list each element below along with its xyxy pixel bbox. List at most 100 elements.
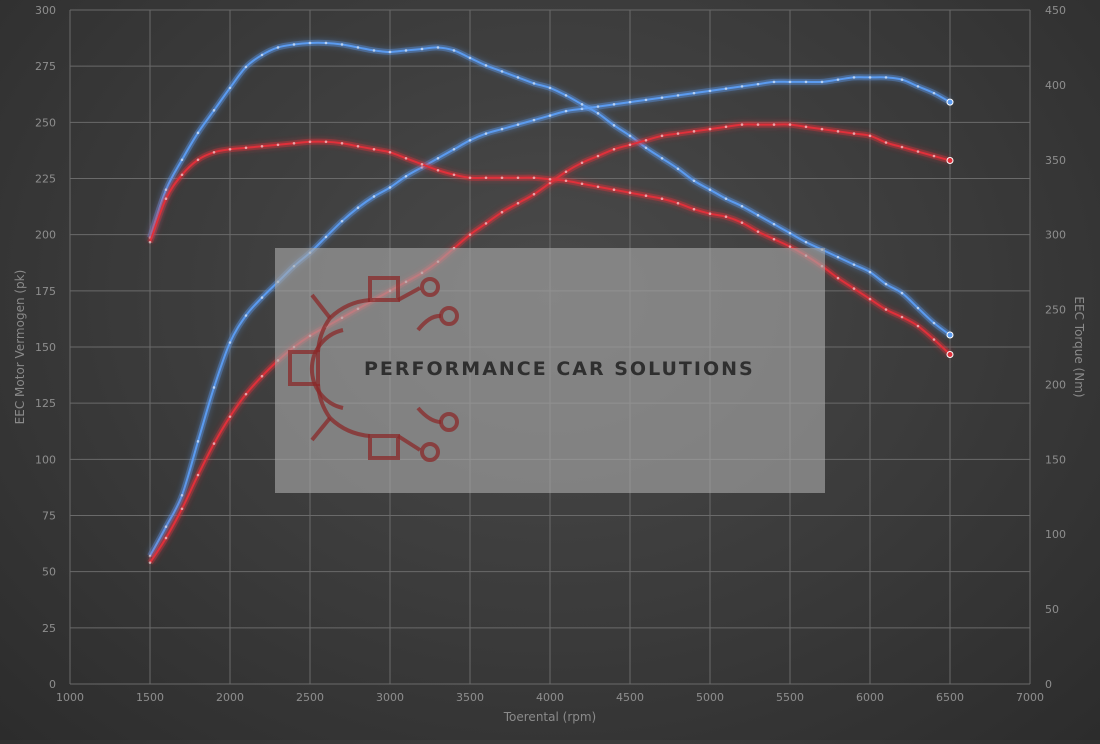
data-point xyxy=(468,56,472,60)
data-point xyxy=(628,100,632,104)
data-point xyxy=(772,222,776,226)
data-point xyxy=(180,493,184,497)
axis-ticks: 1000 1500 2000 2500 3000 3500 4000 4500 5000 5500… xyxy=(35,4,1066,704)
series-end-marker xyxy=(946,98,954,106)
data-point xyxy=(500,127,504,131)
data-point xyxy=(852,263,856,266)
data-point xyxy=(932,154,936,158)
data-point xyxy=(692,179,696,183)
data-point xyxy=(564,94,568,97)
series-end-marker xyxy=(946,350,954,358)
data-point xyxy=(740,123,744,126)
data-point xyxy=(932,91,936,95)
data-point xyxy=(452,173,456,177)
data-point xyxy=(820,127,824,131)
data-point xyxy=(356,206,360,210)
x-tick-label: 5000 xyxy=(696,691,724,704)
data-point xyxy=(468,233,472,236)
y-right-tick-label: 250 xyxy=(1045,304,1066,317)
data-point xyxy=(532,82,536,85)
data-point xyxy=(756,213,760,217)
data-point xyxy=(420,47,424,51)
series-end-marker xyxy=(946,157,954,165)
data-point xyxy=(868,270,872,274)
data-point xyxy=(500,176,504,180)
series-end-marker xyxy=(946,331,954,339)
data-point xyxy=(788,80,792,84)
y-left-tick-label: 300 xyxy=(35,4,56,17)
data-point xyxy=(196,473,200,477)
y-left-tick-label: 200 xyxy=(35,229,56,242)
y-right-tick-label: 450 xyxy=(1045,4,1066,17)
x-tick-label: 7000 xyxy=(1016,691,1044,704)
data-point xyxy=(900,315,904,319)
data-point xyxy=(836,276,840,280)
data-point xyxy=(548,86,552,90)
data-point xyxy=(212,109,216,112)
data-point xyxy=(836,130,840,133)
data-point xyxy=(484,176,488,180)
data-point xyxy=(612,147,616,151)
y-left-tick-label: 0 xyxy=(49,678,56,691)
y-right-tick-label: 50 xyxy=(1045,603,1059,616)
data-point xyxy=(564,170,568,174)
data-point xyxy=(580,103,584,106)
y-left-tick-label: 225 xyxy=(35,173,56,186)
data-point xyxy=(804,125,808,129)
data-point xyxy=(340,219,344,223)
data-point xyxy=(772,237,776,241)
y-left-tick-label: 50 xyxy=(42,566,56,579)
data-point xyxy=(820,80,824,84)
x-tick-label: 6000 xyxy=(856,691,884,704)
data-point xyxy=(196,158,200,162)
data-point xyxy=(756,82,760,86)
data-point xyxy=(324,235,328,239)
y-left-tick-label: 150 xyxy=(35,341,56,354)
y-right-tick-label: 150 xyxy=(1045,453,1066,466)
data-point xyxy=(500,210,504,214)
x-tick-label: 4500 xyxy=(616,691,644,704)
data-point xyxy=(708,89,712,93)
data-point xyxy=(468,176,472,180)
x-tick-label: 2000 xyxy=(216,691,244,704)
data-point xyxy=(164,525,168,529)
data-point xyxy=(724,197,728,201)
data-point xyxy=(868,297,872,301)
data-point xyxy=(612,188,616,192)
data-point xyxy=(756,123,760,126)
data-point xyxy=(676,132,680,135)
data-point xyxy=(324,140,328,144)
data-point xyxy=(660,134,664,138)
data-point xyxy=(596,185,600,189)
y-right-tick-label: 0 xyxy=(1045,678,1052,691)
data-point xyxy=(244,146,248,150)
data-point xyxy=(308,140,312,144)
data-point xyxy=(772,80,776,84)
x-tick-label: 4000 xyxy=(536,691,564,704)
x-tick-label: 1500 xyxy=(136,691,164,704)
data-point xyxy=(164,197,168,201)
y-left-axis-title: EEC Motor Vermogen (pk) xyxy=(13,270,27,425)
data-point xyxy=(180,158,184,162)
data-point xyxy=(580,182,584,186)
data-point xyxy=(292,142,296,145)
data-point xyxy=(532,176,536,180)
data-point xyxy=(340,43,344,46)
data-point xyxy=(372,195,376,198)
data-point xyxy=(356,144,360,148)
data-point xyxy=(708,127,712,131)
data-point xyxy=(628,134,632,138)
data-point xyxy=(276,46,280,49)
data-point xyxy=(804,240,808,244)
data-point xyxy=(388,150,392,154)
data-point xyxy=(564,109,568,113)
data-point xyxy=(644,98,648,102)
data-point xyxy=(660,96,664,99)
data-point xyxy=(516,176,520,180)
data-point xyxy=(772,123,776,126)
watermark-text: PERFORMANCE CAR SOLUTIONS xyxy=(364,358,755,380)
data-point xyxy=(612,103,616,106)
data-point xyxy=(180,173,184,177)
y-right-tick-label: 300 xyxy=(1045,229,1066,242)
data-point xyxy=(372,147,376,151)
